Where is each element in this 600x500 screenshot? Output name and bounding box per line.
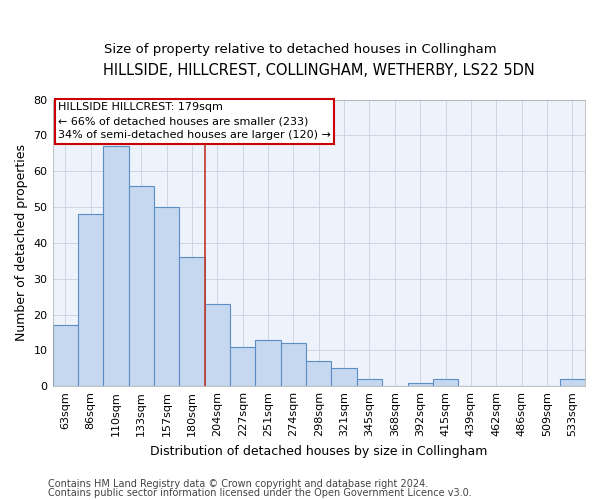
Bar [78,214,103,386]
Bar [205,304,230,386]
Text: Size of property relative to detached houses in Collingham: Size of property relative to detached ho… [104,42,496,56]
Bar [230,347,256,386]
Bar [433,379,458,386]
Bar [103,146,128,386]
Bar [53,326,78,386]
Text: HILLSIDE HILLCREST: 179sqm
← 66% of detached houses are smaller (233)
34% of sem: HILLSIDE HILLCREST: 179sqm ← 66% of deta… [58,102,331,141]
Bar [331,368,357,386]
Bar [306,361,331,386]
Bar [128,186,154,386]
Title: HILLSIDE, HILLCREST, COLLINGHAM, WETHERBY, LS22 5DN: HILLSIDE, HILLCREST, COLLINGHAM, WETHERB… [103,62,535,78]
Bar [281,343,306,386]
Bar [560,379,585,386]
Bar [407,382,433,386]
Bar [256,340,281,386]
X-axis label: Distribution of detached houses by size in Collingham: Distribution of detached houses by size … [150,444,487,458]
Text: Contains public sector information licensed under the Open Government Licence v3: Contains public sector information licen… [48,488,472,498]
Text: Contains HM Land Registry data © Crown copyright and database right 2024.: Contains HM Land Registry data © Crown c… [48,479,428,489]
Y-axis label: Number of detached properties: Number of detached properties [15,144,28,342]
Bar [154,207,179,386]
Bar [179,257,205,386]
Bar [357,379,382,386]
